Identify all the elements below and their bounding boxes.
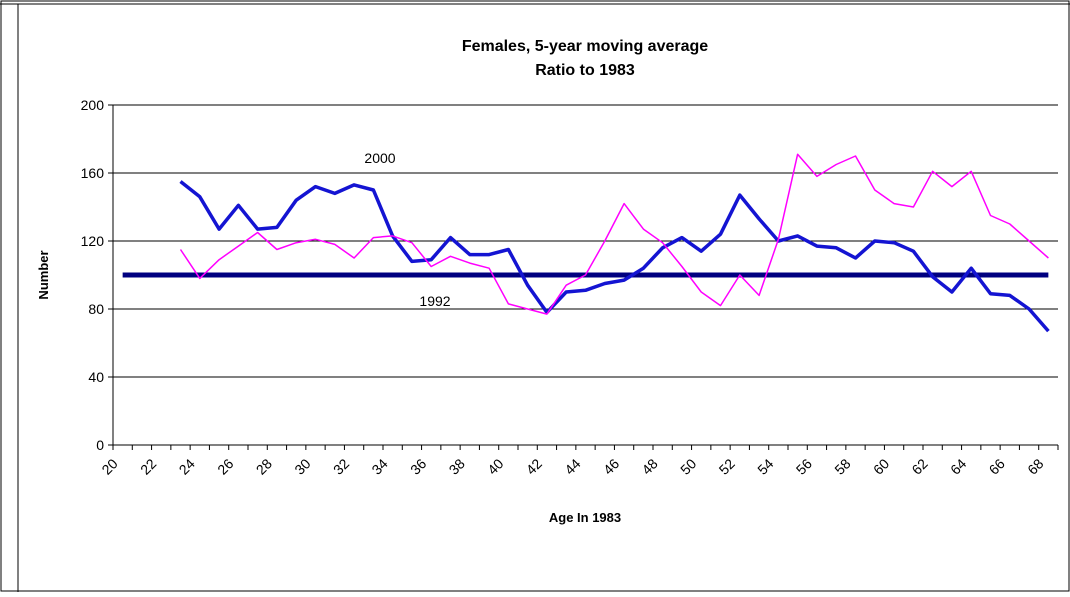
series-line bbox=[179, 153, 1049, 315]
y-tick-label: 80 bbox=[88, 301, 104, 317]
y-tick-label: 200 bbox=[81, 97, 105, 113]
y-axis-label: Number bbox=[36, 250, 51, 299]
series-line bbox=[179, 180, 1050, 333]
chart-subtitle: Ratio to 1983 bbox=[535, 62, 635, 79]
chart-title: Females, 5-year moving average bbox=[462, 38, 708, 55]
x-axis-label: Age In 1983 bbox=[549, 510, 621, 525]
series-annotation: 1992 bbox=[419, 293, 450, 309]
y-tick-label: 40 bbox=[88, 369, 104, 385]
y-tick-label: 160 bbox=[81, 165, 105, 181]
y-tick-label: 0 bbox=[96, 437, 104, 453]
series-annotation: 2000 bbox=[364, 150, 395, 166]
y-tick-label: 120 bbox=[81, 233, 105, 249]
